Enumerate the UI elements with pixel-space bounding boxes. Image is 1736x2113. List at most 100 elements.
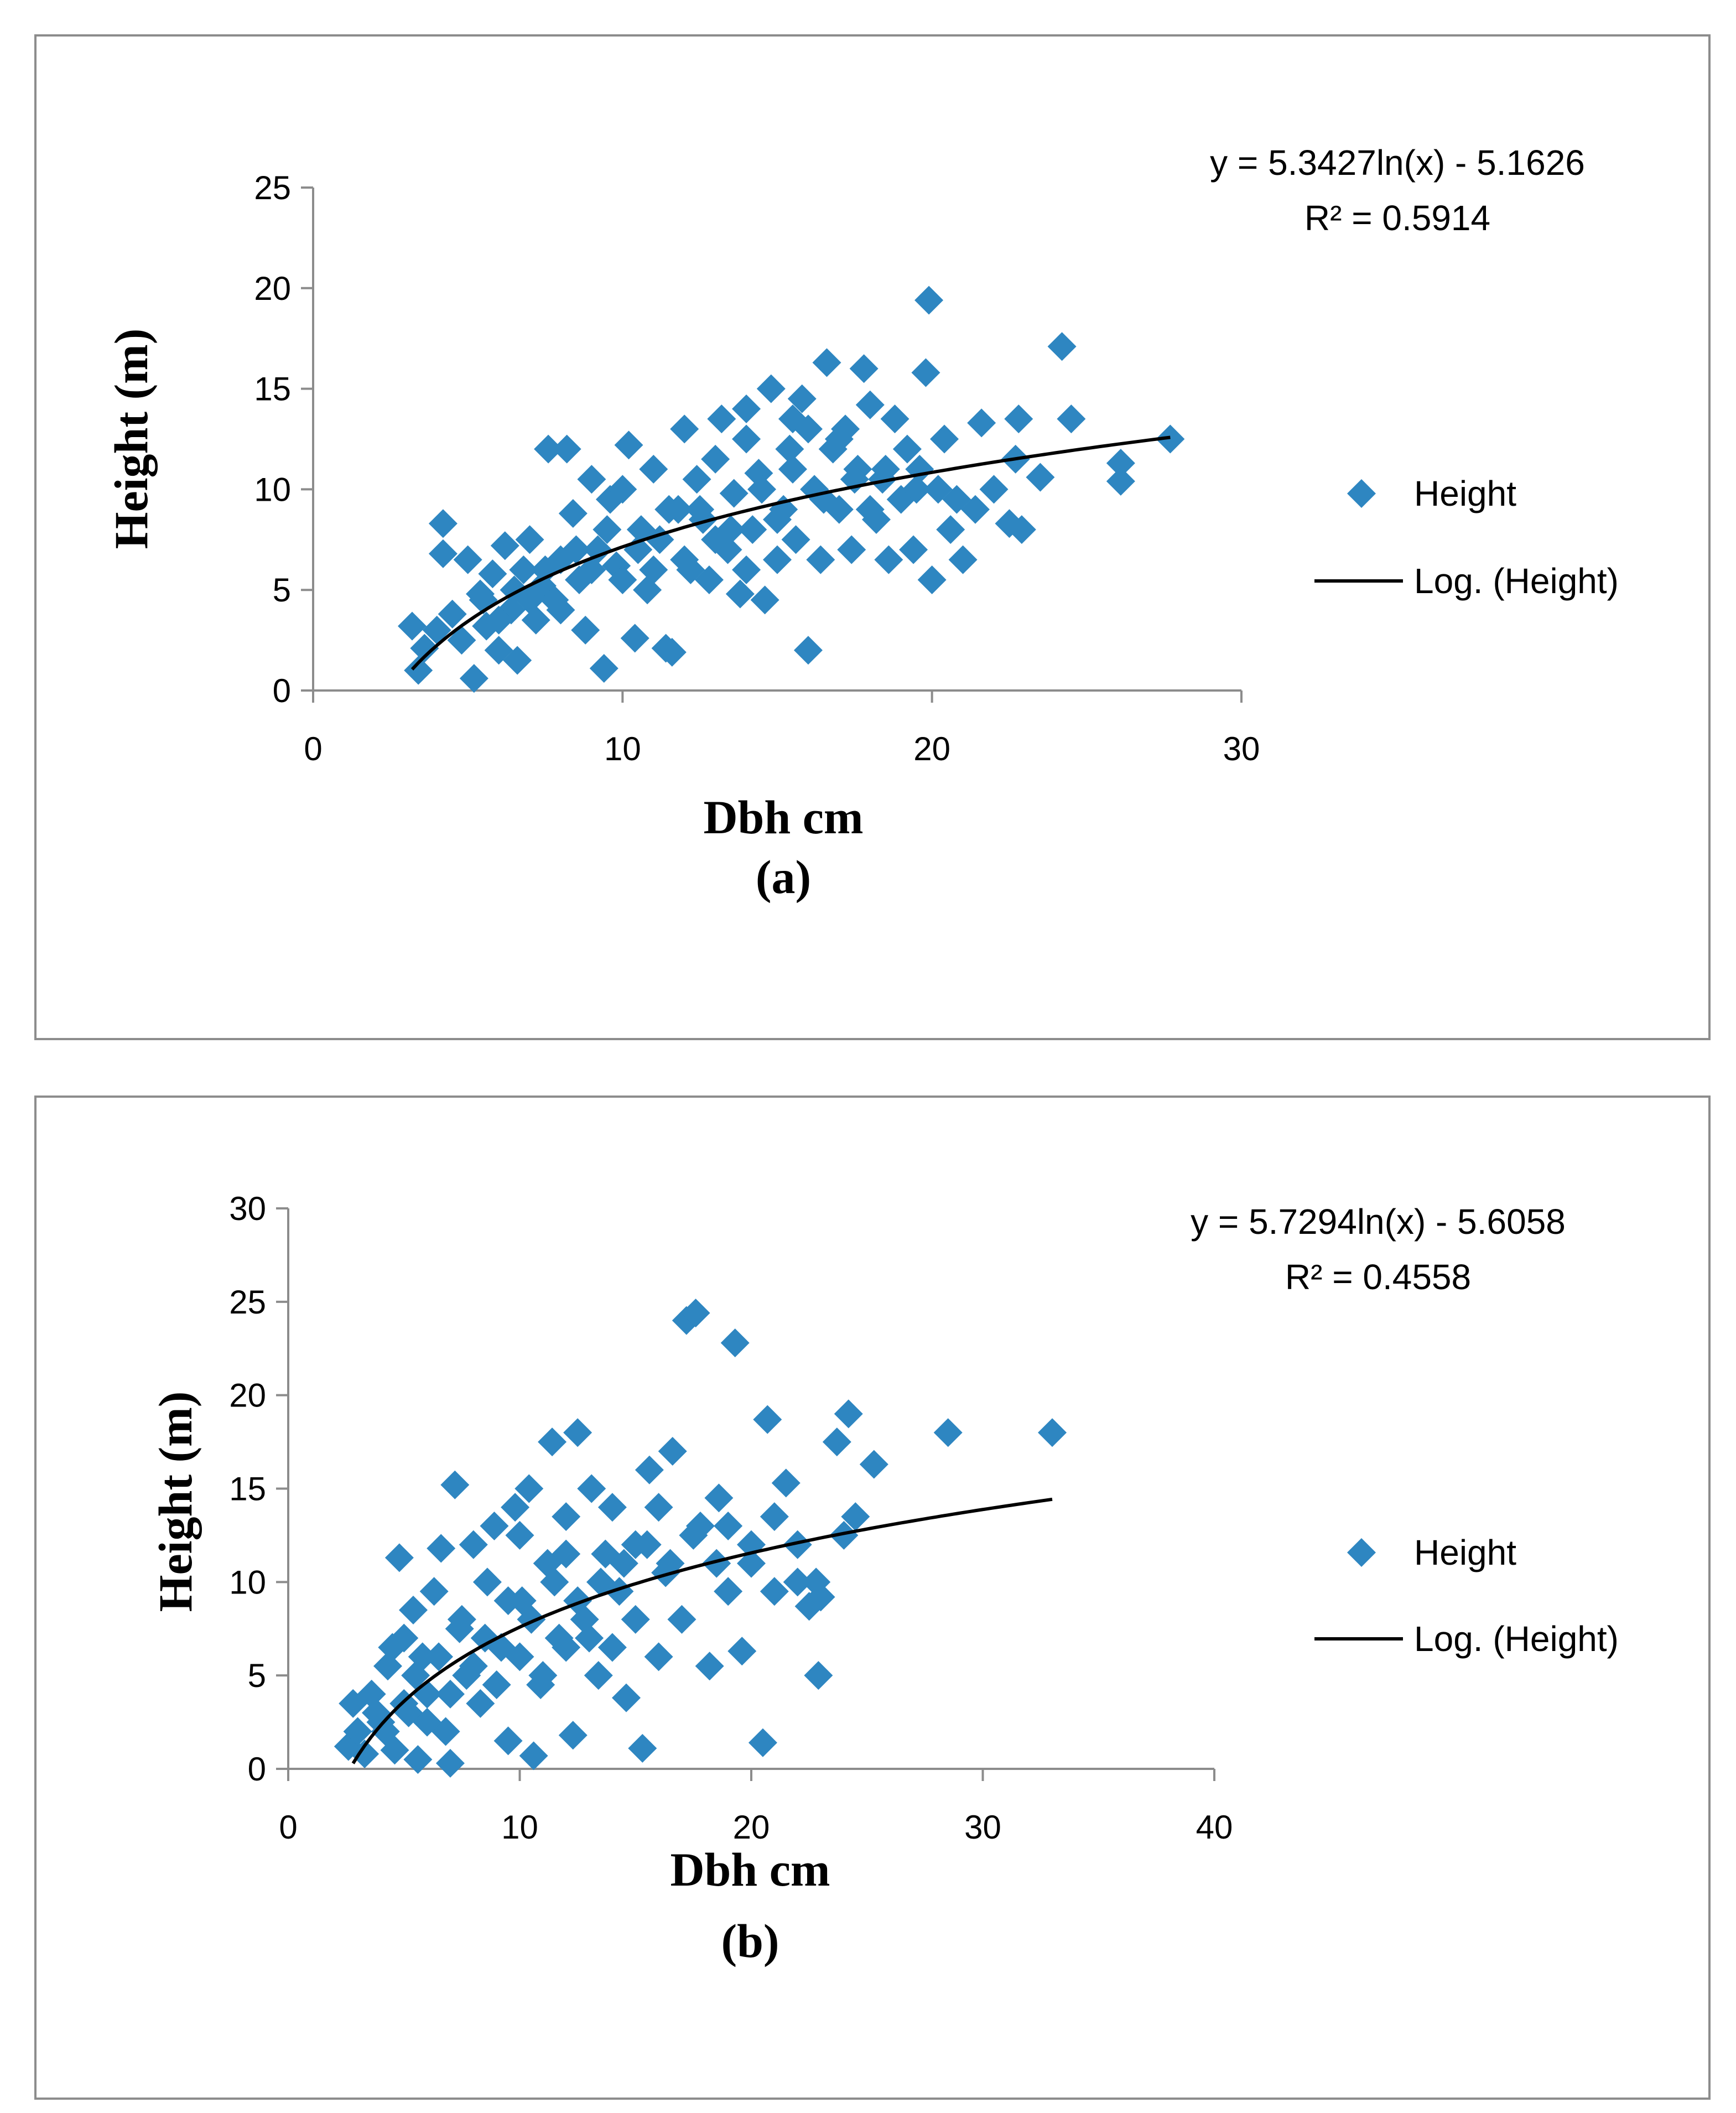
- data-point: [371, 1717, 400, 1746]
- data-point: [397, 611, 427, 641]
- data-point: [563, 1418, 592, 1447]
- data-point: [775, 434, 804, 464]
- data-point: [438, 599, 467, 629]
- data-point: [874, 545, 903, 574]
- data-point: [756, 374, 786, 403]
- data-point: [771, 1468, 801, 1498]
- data-point: [519, 1741, 548, 1771]
- data-point: [373, 1652, 402, 1681]
- data-point: [783, 1567, 812, 1597]
- data-point: [704, 1483, 734, 1513]
- data-point: [701, 444, 730, 474]
- data-point: [597, 1493, 627, 1522]
- chart-a-caption: (a): [756, 850, 811, 904]
- data-point: [892, 434, 922, 464]
- data-point: [1106, 466, 1135, 496]
- data-point: [834, 1399, 863, 1429]
- data-point: [515, 585, 544, 615]
- data-point: [482, 1670, 511, 1700]
- data-point: [707, 404, 736, 434]
- data-point: [804, 1661, 833, 1690]
- data-point: [459, 664, 488, 693]
- y-tick-label: 5: [248, 1657, 266, 1694]
- data-point: [738, 515, 767, 544]
- chart-panel-a: 0 5 10 15 20 25 0 10 20 30 Height (m) Dbh cm (a) …: [34, 34, 1711, 1040]
- data-point: [930, 424, 959, 454]
- data-point: [635, 1455, 664, 1484]
- data-point: [427, 1534, 456, 1563]
- data-point: [490, 531, 519, 560]
- data-point: [350, 1739, 380, 1768]
- x-tick-label: 0: [279, 1809, 297, 1846]
- data-point: [702, 1549, 731, 1578]
- legend-a-trend-label: Log. (Height): [1414, 561, 1619, 601]
- data-point: [558, 499, 588, 528]
- data-point: [509, 555, 538, 584]
- data-point: [563, 1586, 592, 1616]
- data-point: [614, 430, 643, 460]
- data-point: [589, 654, 618, 683]
- y-tick-label: 15: [254, 371, 291, 408]
- data-point: [793, 636, 823, 665]
- legend-b-series-label: Height: [1414, 1533, 1516, 1572]
- data-point: [639, 555, 668, 584]
- data-point: [343, 1717, 372, 1746]
- data-point: [911, 358, 940, 387]
- data-point: [552, 1502, 581, 1531]
- data-point: [552, 434, 581, 464]
- data-point: [725, 579, 755, 609]
- data-point: [760, 1577, 789, 1606]
- data-point: [552, 1633, 581, 1662]
- data-point: [747, 475, 777, 504]
- chart-a-points: [397, 285, 1185, 693]
- data-point: [829, 1520, 859, 1550]
- x-tick-label: 40: [1196, 1809, 1233, 1846]
- x-tick-label: 10: [604, 730, 641, 767]
- data-point: [822, 1427, 851, 1457]
- data-point: [398, 1595, 428, 1624]
- data-point: [447, 1605, 476, 1634]
- y-tick-label: 25: [229, 1284, 266, 1321]
- data-point: [597, 1633, 627, 1662]
- data-point: [806, 545, 835, 574]
- data-point: [562, 535, 591, 564]
- data-point: [501, 1493, 530, 1522]
- data-point: [720, 1328, 750, 1358]
- data-point: [478, 559, 507, 589]
- data-point: [714, 1512, 743, 1541]
- data-point: [546, 595, 575, 625]
- y-tick-label: 30: [229, 1190, 266, 1227]
- data-point: [586, 1567, 615, 1597]
- data-point: [899, 535, 928, 564]
- data-point: [531, 555, 560, 584]
- data-point: [515, 525, 544, 554]
- data-point: [435, 1679, 465, 1709]
- data-point: [871, 455, 900, 484]
- data-point: [466, 1689, 495, 1718]
- data-point: [612, 1683, 641, 1712]
- legend-b-trend-label: Log. (Height): [1414, 1619, 1619, 1659]
- data-point: [552, 1539, 581, 1569]
- data-point: [644, 1642, 673, 1671]
- data-point: [960, 495, 990, 524]
- data-point: [695, 1652, 724, 1681]
- data-point: [841, 1502, 870, 1531]
- data-point: [404, 656, 433, 685]
- y-tick-label: 0: [248, 1751, 266, 1788]
- data-point: [575, 1623, 604, 1653]
- data-point: [584, 1661, 613, 1690]
- data-point: [571, 615, 600, 645]
- chart-a-r-squared: R² = 0.5914: [1304, 198, 1490, 238]
- data-point: [778, 455, 807, 484]
- data-point: [608, 565, 637, 595]
- chart-a-trendline: [410, 435, 1171, 671]
- data-point: [917, 565, 947, 595]
- data-point: [401, 1661, 430, 1690]
- data-point: [654, 495, 684, 524]
- data-point: [679, 1520, 708, 1550]
- x-tick-label: 20: [913, 730, 950, 767]
- data-point: [428, 509, 458, 538]
- data-point: [505, 1520, 534, 1550]
- data-point: [783, 1530, 812, 1559]
- data-point: [435, 1748, 465, 1778]
